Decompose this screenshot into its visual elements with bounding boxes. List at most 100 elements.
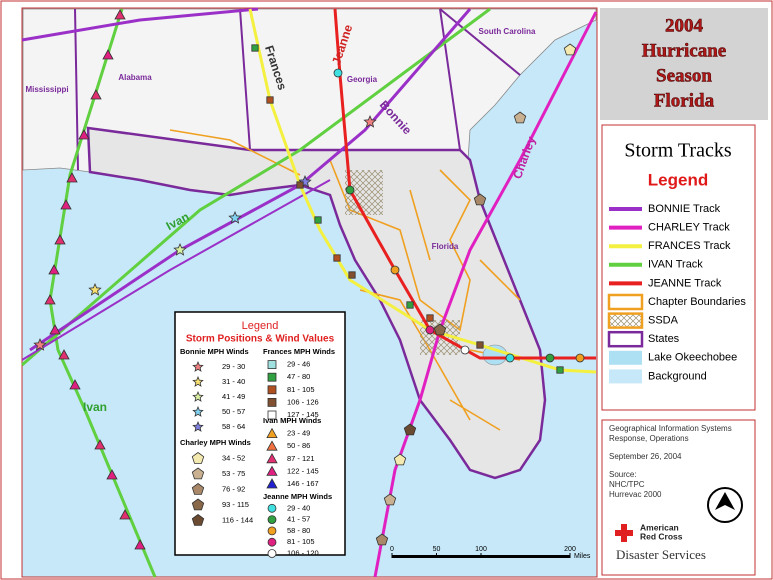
wind-range: 58 - 80 — [287, 526, 310, 535]
marker-circle — [460, 345, 470, 355]
wind-range: 31 - 40 — [222, 377, 245, 386]
marker-pentagon — [513, 111, 527, 124]
marker-triangle — [266, 465, 278, 476]
marker-star — [363, 114, 377, 128]
wind-range: 116 - 144 — [222, 515, 253, 524]
wind-range: 29 - 46 — [287, 360, 310, 369]
marker-triangle — [134, 539, 146, 550]
marker-triangle — [78, 129, 90, 140]
marker-triangle — [114, 9, 126, 20]
marker-star — [33, 337, 47, 351]
marker-square — [348, 271, 356, 279]
marker-triangle — [58, 349, 70, 360]
state-label: Florida — [432, 242, 459, 251]
marker-circle — [505, 353, 515, 363]
marker-circle — [545, 353, 555, 363]
marker-star — [88, 282, 102, 296]
marker-square — [267, 410, 277, 420]
marker-star — [173, 242, 187, 256]
legend-label: CHARLEY Track — [648, 222, 730, 234]
marker-pentagon — [191, 498, 205, 511]
marker-triangle — [266, 452, 278, 464]
wind-group-heading: Frances MPH Winds — [263, 347, 335, 356]
wind-legend-subtitle: Storm Positions & Wind Values — [186, 334, 335, 345]
marker-triangle — [90, 89, 102, 100]
scale-tick-label: 100 — [475, 546, 487, 553]
legend-label: IVAN Track — [648, 259, 703, 271]
marker-triangle — [49, 324, 61, 335]
legend-subheading: Legend — [648, 170, 708, 189]
wind-range: 106 - 120 — [287, 548, 319, 557]
title-line: Florida — [654, 90, 715, 111]
title-line: Hurricane — [642, 40, 726, 61]
marker-triangle — [69, 379, 81, 390]
legend-label: Background — [648, 370, 707, 382]
marker-triangle — [266, 478, 278, 489]
marker-triangle — [44, 294, 56, 305]
legend-label: Chapter Boundaries — [648, 296, 746, 308]
marker-circle — [333, 68, 343, 78]
marker-triangle — [48, 264, 60, 275]
wind-legend-title: Legend — [242, 320, 279, 332]
state-label: South Carolina — [479, 27, 536, 36]
marker-star — [192, 420, 204, 432]
marker-pentagon — [393, 453, 407, 466]
marker-square — [556, 366, 564, 374]
scale-tick-label: 50 — [433, 546, 441, 553]
scale-tick-label: 200 — [564, 546, 576, 553]
wind-group-heading: Bonnie MPH Winds — [180, 347, 249, 356]
marker-circle — [425, 325, 435, 335]
north-arrow-head — [715, 492, 735, 510]
marker-triangle — [266, 427, 278, 439]
legend-hatch-swatch — [607, 312, 644, 329]
marker-pentagon — [563, 43, 577, 56]
wind-group-heading: Charley MPH Winds — [180, 438, 251, 447]
logo-division: Disaster Services — [616, 547, 706, 562]
marker-star — [192, 375, 204, 387]
marker-pentagon — [383, 493, 397, 506]
marker-pentagon — [191, 467, 205, 480]
wind-range: 41 - 49 — [222, 392, 245, 401]
marker-square — [426, 314, 434, 322]
state-label: Mississippi — [25, 85, 68, 94]
marker-star — [192, 405, 204, 417]
wind-range: 81 - 105 — [287, 385, 315, 394]
wind-range: 53 - 75 — [222, 469, 245, 478]
legend-box-swatch — [607, 330, 644, 348]
marker-square — [476, 341, 484, 349]
title-line: 2004 — [665, 15, 704, 36]
state-label: Georgia — [347, 75, 378, 84]
legend-box-swatch — [607, 293, 644, 311]
wind-range: 41 - 57 — [287, 515, 310, 524]
wind-range: 23 - 49 — [287, 429, 310, 438]
marker-pentagon — [433, 323, 447, 336]
wind-group-heading: Jeanne MPH Winds — [263, 492, 332, 501]
legend-label: FRANCES Track — [648, 240, 731, 252]
storm-label: Ivan — [83, 400, 107, 414]
marker-circle — [267, 503, 277, 513]
wind-range: 87 - 121 — [287, 454, 315, 463]
marker-square — [314, 216, 322, 224]
wind-range: 76 - 92 — [222, 484, 245, 493]
wind-group-heading: Ivan MPH Winds — [263, 416, 321, 425]
marker-pentagon — [191, 483, 205, 495]
legend-label: SSDA — [648, 315, 679, 327]
marker-square — [406, 301, 414, 309]
marker-pentagon — [375, 533, 389, 546]
info-line: NHC/TPC — [609, 480, 645, 489]
wind-legend-box — [174, 311, 346, 556]
wind-range: 106 - 126 — [287, 397, 319, 406]
marker-pentagon — [473, 193, 487, 206]
wind-range: 81 - 105 — [287, 537, 315, 546]
marker-square — [296, 181, 304, 189]
marker-circle — [267, 549, 277, 558]
wind-range: 122 - 145 — [287, 466, 319, 475]
legend-heading: Storm Tracks — [624, 140, 731, 162]
marker-star — [192, 360, 204, 372]
marker-triangle — [54, 234, 66, 245]
marker-square — [251, 44, 259, 52]
info-line: Source: — [609, 470, 637, 479]
wind-range: 50 - 86 — [287, 441, 310, 450]
state-label: Alabama — [118, 73, 152, 82]
info-line: Geographical Information Systems — [609, 424, 732, 433]
